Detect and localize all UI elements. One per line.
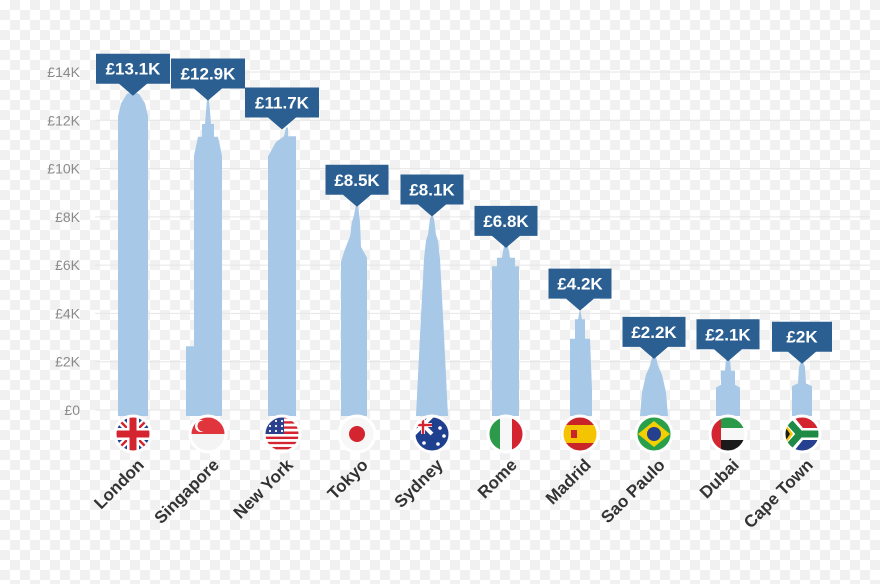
y-tick-label: £0 [64,402,80,418]
badge-shape [325,164,389,207]
value-label: £2.2K [631,323,677,342]
city-label: London [90,455,147,512]
flag-border [708,414,748,454]
value-label: £8.5K [334,171,380,190]
value-badge: £4.2K [548,268,612,311]
value-label: £8.1K [409,180,455,199]
uae-flag [708,414,748,454]
flag-border [486,414,526,454]
city-labels: London Singapore New York Tokyo Sydney Rome Ma… [90,455,816,532]
value-label: £2K [786,328,818,347]
y-tick-label: £8K [55,209,81,225]
badge-shape [772,321,832,364]
singapore-flag [188,414,228,454]
badge-shape [696,319,760,362]
value-badge: £2.2K [622,316,686,359]
city-label: Tokyo [324,455,372,503]
flag-border [560,414,600,454]
value-badge: £12.9K [171,58,245,101]
city-label: Madrid [542,455,595,508]
brazil-flag [634,414,674,454]
bar-sao-paulo [640,356,668,416]
y-tick-label: £6K [55,257,81,273]
y-tick-label: £10K [47,161,80,177]
badge-shape [622,316,686,359]
value-label: £11.7K [255,94,310,113]
uk-flag [113,414,153,454]
value-badge: £8.1K [400,174,464,217]
value-label: £6.8K [483,212,529,231]
bar-rome [492,245,519,416]
badge-shape [245,87,319,130]
italy-flag [486,414,526,454]
flag-border [113,414,153,454]
badge-shape [96,53,170,96]
city-label: Singapore [151,455,223,527]
value-badges: £13.1K £12.9K £11.7K £8.5K £8.1K £6.8K £4.2K £2… [96,53,832,364]
value-label: £12.9K [181,65,237,84]
value-badge: £2.1K [696,319,760,362]
south-africa-flag [782,414,822,454]
bar-dubai [716,359,740,416]
value-badge: £2K [772,321,832,364]
city-label: Dubai [696,455,743,502]
value-badge: £13.1K [96,53,170,96]
bar-tokyo [341,204,367,416]
bar-london [118,92,148,416]
city-label: Cape Town [740,455,817,532]
bar-cape-town [792,361,812,416]
value-badge: £11.7K [245,87,319,130]
value-badge: £6.8K [474,205,538,248]
y-axis: £0 £2K £4K £6K £8K £10K £12K £14K [47,64,80,418]
city-label: Sydney [391,455,448,512]
city-label: New York [230,455,297,522]
y-tick-label: £2K [55,354,81,370]
japan-flag [337,414,377,454]
y-tick-label: £4K [55,305,81,321]
value-label: £2.1K [705,325,751,344]
value-badge: £8.5K [325,164,389,207]
value-label: £4.2K [557,275,603,294]
y-tick-label: £12K [47,112,80,128]
australia-flag [412,414,452,454]
y-tick-label: £14K [47,64,80,80]
city-label: Rome [474,455,521,502]
flag-border [188,414,228,454]
value-label: £13.1K [106,60,162,79]
city-label: Sao Paulo [597,455,669,527]
flag-border [634,414,674,454]
flag-border [412,414,452,454]
badge-shape [171,58,245,101]
bars [118,92,812,416]
badge-shape [400,174,464,217]
bar-new-york [268,127,296,416]
badge-shape [548,268,612,311]
bar-singapore [186,98,222,416]
flag-border [782,414,822,454]
flag-border [337,414,377,454]
spain-flag [560,414,600,454]
bar-sydney [416,214,448,416]
flag-border [262,414,302,454]
flags [113,414,822,454]
bar-madrid [570,308,592,416]
badge-shape [474,205,538,248]
usa-flag [262,414,302,454]
